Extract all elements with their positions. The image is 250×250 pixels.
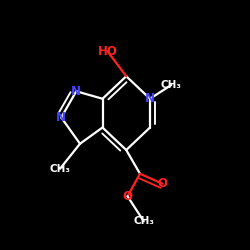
Text: CH₃: CH₃	[133, 216, 154, 226]
Text: O: O	[158, 177, 168, 190]
Text: O: O	[122, 190, 132, 203]
Text: CH₃: CH₃	[50, 164, 70, 174]
Text: HO: HO	[98, 45, 117, 58]
Text: CH₃: CH₃	[161, 80, 182, 90]
Text: N: N	[145, 92, 155, 105]
Text: N: N	[71, 85, 81, 98]
Text: N: N	[56, 111, 66, 124]
